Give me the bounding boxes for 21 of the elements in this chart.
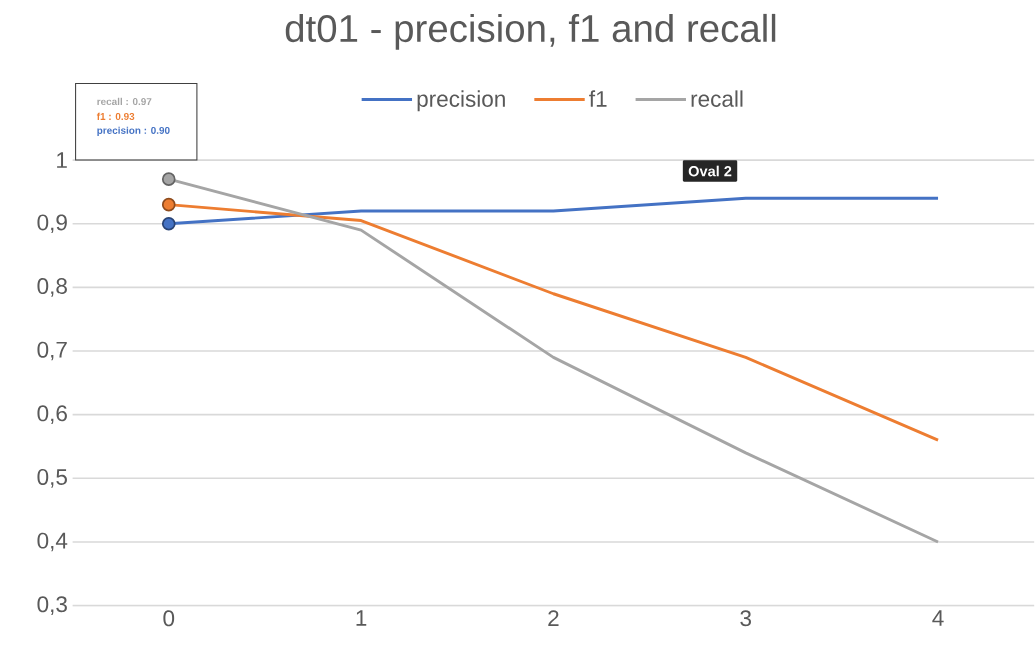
- y-tick-label: 1: [57, 152, 67, 168]
- y-tick-label: 0,8: [37, 277, 67, 297]
- y-tick-label: 0,6: [37, 405, 67, 424]
- text: recall : 0.97: [97, 97, 152, 105]
- y-tick-label: 0,5: [37, 468, 67, 488]
- text: precision : 0.90: [97, 126, 170, 136]
- x-tick-label: 4: [932, 610, 944, 626]
- chart-title: dt01 - precision, f1 and recall: [285, 13, 776, 50]
- legend-label: f1: [589, 90, 607, 107]
- y-tick-label: 0,9: [37, 214, 67, 233]
- y-tick-label: 0,7: [37, 341, 67, 361]
- text: f1 : 0.93: [96, 112, 135, 120]
- x-tick-label: 0: [163, 610, 175, 627]
- y-tick-label: 0,4: [37, 532, 68, 552]
- x-tick-label: 3: [740, 610, 751, 627]
- legend-label: precision: [417, 90, 505, 112]
- x-tick-label: 2: [548, 610, 559, 626]
- legend-label: recall: [691, 90, 743, 107]
- x-tick-label: 1: [356, 610, 367, 626]
- annotation: Oval 2: [688, 165, 732, 177]
- y-tick-label: 0,3: [37, 596, 67, 615]
